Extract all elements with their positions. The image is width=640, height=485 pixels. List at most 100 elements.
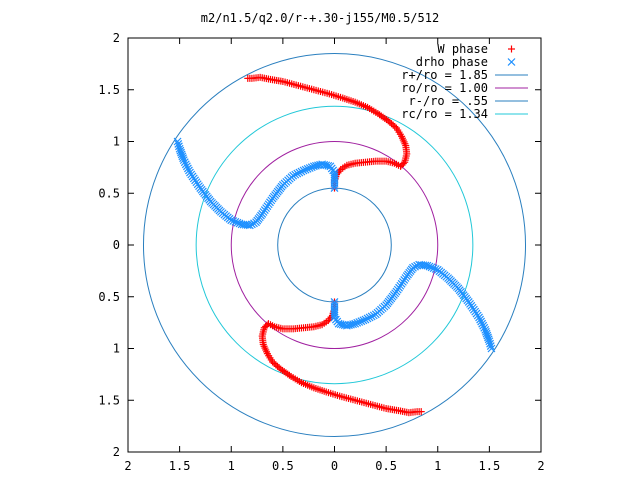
data-point (176, 146, 185, 155)
x-tick-label: 1.5 (169, 459, 191, 473)
y-tick-label: 1 (113, 135, 120, 149)
circle-rc-ro-1-34 (195, 105, 474, 385)
data-point (369, 311, 378, 320)
x-tick-label: 1 (228, 459, 235, 473)
legend-label: ro/ro = 1.00 (401, 81, 488, 95)
data-point (293, 169, 302, 178)
y-tick-label: 2 (113, 31, 120, 45)
data-point (485, 337, 494, 346)
data-point (233, 218, 242, 227)
data-point (237, 220, 246, 229)
x-tick-label: 0.5 (272, 459, 294, 473)
data-point (417, 408, 425, 416)
legend-label: r-/ro = .55 (409, 94, 488, 108)
data-point (305, 164, 314, 172)
x-tick-label: 2 (537, 459, 544, 473)
data-point (235, 219, 244, 228)
data-point (411, 262, 419, 271)
data-point (252, 218, 260, 227)
data-point (181, 160, 190, 169)
legend-label: W phase (437, 42, 488, 56)
y-tick-label: 1.5 (98, 83, 120, 97)
data-point (285, 371, 293, 379)
data-point (183, 164, 192, 173)
data-points (173, 73, 496, 417)
data-point (186, 168, 194, 177)
data-point (180, 158, 189, 167)
circle-ro-ro-1-00 (230, 141, 439, 349)
data-point (476, 315, 485, 324)
legend-label: rc/ro = 1.34 (401, 107, 488, 121)
data-point (295, 168, 304, 177)
data-point (250, 219, 258, 228)
axis-ticks: 2 1.5 1 0.5 0 0.5 1 1.5 221.510.500.511.52 (98, 31, 544, 473)
x-tick-label: 1.5 (479, 459, 501, 473)
data-point (244, 74, 252, 82)
data-point (423, 261, 432, 270)
legend-marker (508, 45, 515, 53)
legend-marker (507, 58, 516, 66)
y-tick-label: 1.5 (98, 393, 120, 407)
data-point (326, 315, 334, 323)
data-point (351, 319, 360, 328)
data-point (427, 263, 436, 272)
data-point (361, 315, 370, 324)
data-point (231, 217, 240, 226)
data-point (486, 339, 494, 348)
data-point (175, 144, 184, 153)
data-point (487, 344, 496, 353)
data-point (363, 314, 372, 323)
data-point (291, 170, 300, 179)
data-point (480, 323, 489, 332)
data-point (365, 313, 374, 322)
y-tick-label: 0 (113, 238, 120, 252)
y-tick-label: 1 (113, 342, 120, 356)
data-point (303, 164, 312, 173)
data-point (309, 162, 318, 171)
data-point (335, 167, 343, 175)
x-tick-label: 2 (124, 459, 131, 473)
series-w-phase (244, 73, 425, 417)
data-point (229, 217, 238, 225)
data-point (301, 165, 310, 174)
data-point (431, 265, 440, 273)
data-point (184, 166, 193, 175)
legend-label: drho phase (416, 55, 488, 69)
data-point (175, 142, 183, 151)
data-point (182, 162, 191, 171)
data-point (330, 170, 339, 179)
data-point (174, 139, 183, 148)
x-tick-label: 0 (331, 459, 338, 473)
data-point (330, 311, 339, 320)
y-tick-label: 0.5 (98, 290, 120, 304)
data-point (376, 111, 384, 119)
chart-title: m2/n1.5/q2.0/r-+.30-j155/M0.5/512 (201, 11, 439, 25)
data-point (484, 335, 493, 344)
data-point (297, 167, 306, 176)
data-point (425, 262, 434, 271)
data-point (475, 313, 483, 322)
y-tick-label: 0.5 (98, 186, 120, 200)
data-point (355, 318, 364, 326)
circle-r-ro-1-85 (142, 53, 527, 437)
data-point (367, 312, 376, 321)
x-tick-label: 1 (434, 459, 441, 473)
data-point (409, 263, 417, 272)
series-drho-phase (173, 137, 496, 353)
data-point (307, 163, 316, 172)
data-point (359, 316, 368, 325)
data-point (478, 319, 487, 328)
data-point (173, 137, 182, 146)
legend-label: r+/ro = 1.85 (401, 68, 488, 82)
data-point (429, 264, 438, 273)
x-tick-label: 0.5 (375, 459, 397, 473)
data-point (357, 317, 366, 326)
data-point (477, 317, 486, 326)
y-tick-label: 2 (113, 445, 120, 459)
circle-r-ro-55 (277, 187, 392, 303)
data-point (353, 318, 362, 327)
data-point (299, 166, 308, 175)
